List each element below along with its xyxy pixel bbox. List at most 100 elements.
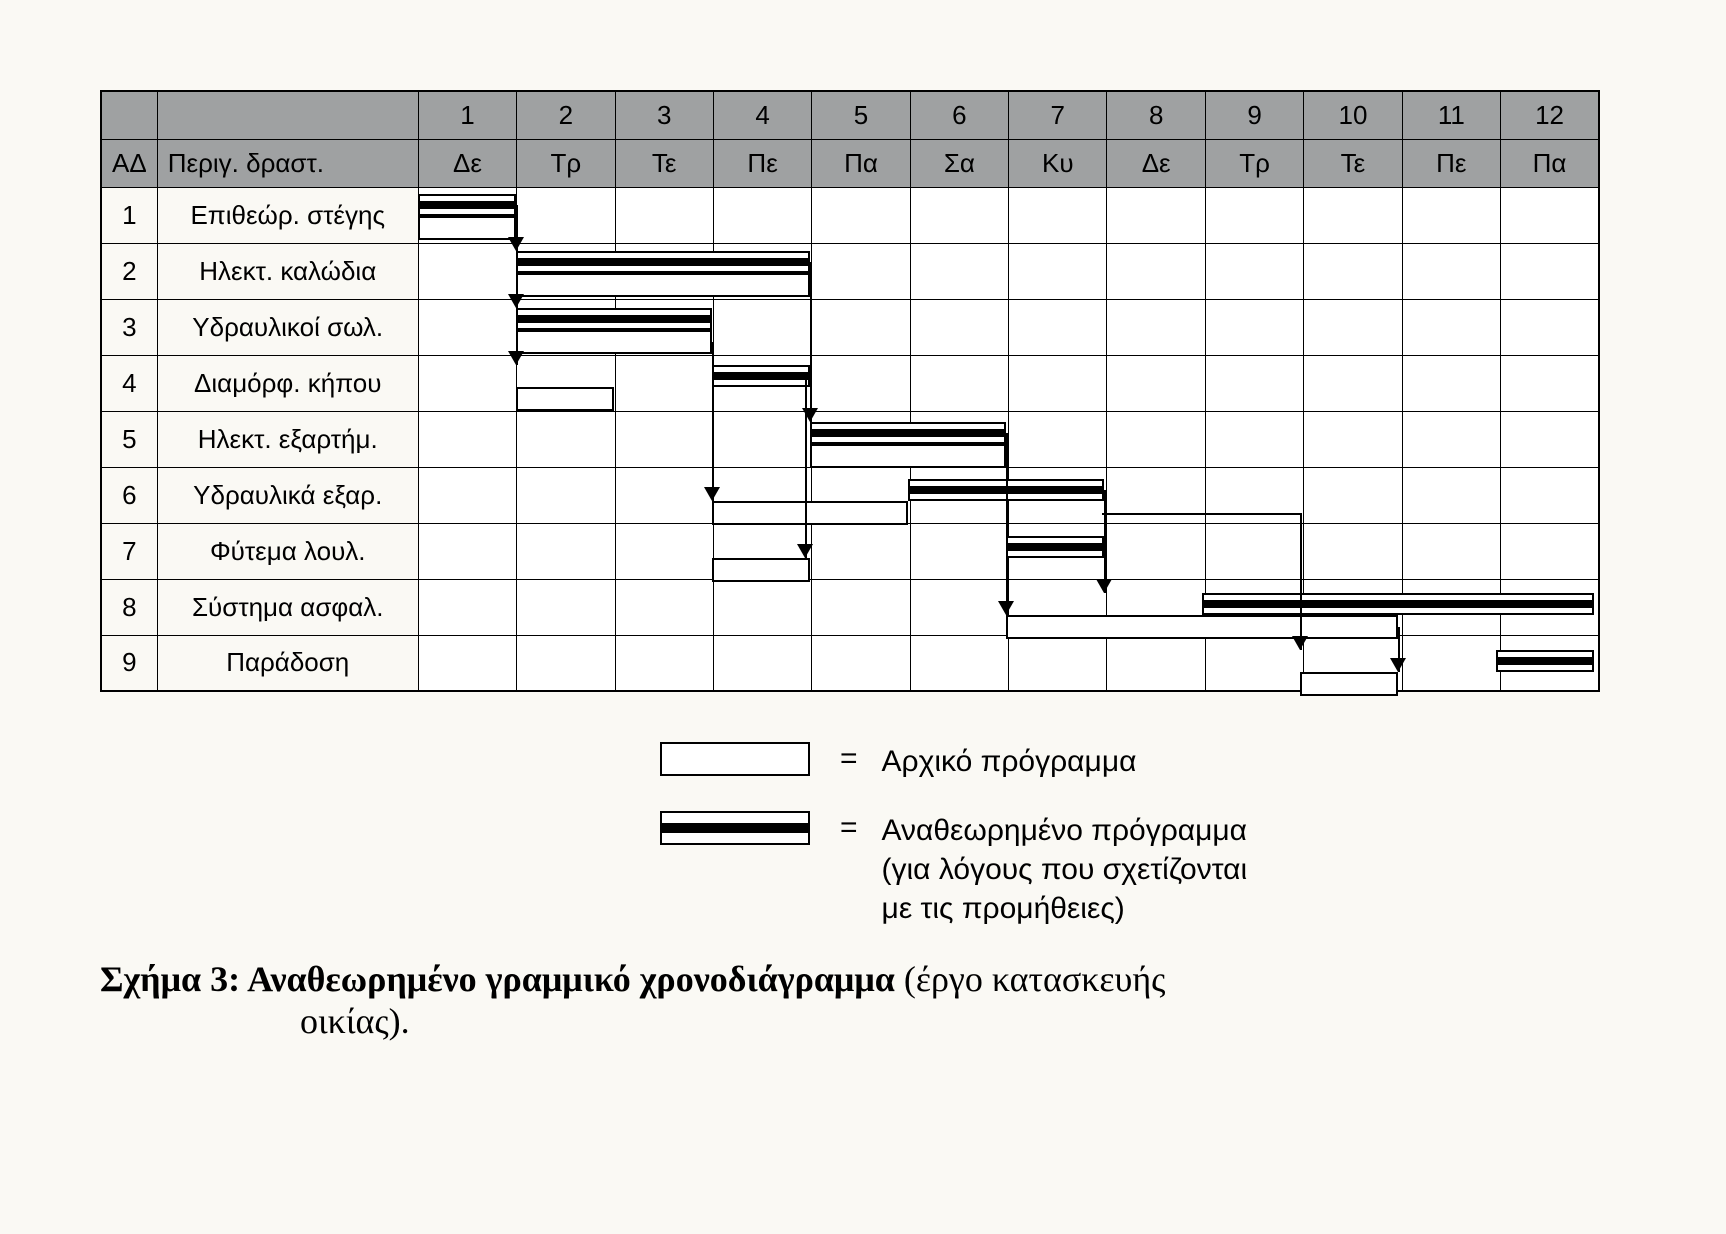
row-id: 9: [101, 635, 157, 691]
gantt-cell: [1009, 299, 1107, 355]
gantt-cell: [1501, 411, 1599, 467]
day-num: 2: [517, 91, 615, 139]
gantt-cell: [812, 299, 910, 355]
gantt-cell: [1402, 467, 1500, 523]
gantt-cell: [812, 411, 910, 467]
gantt-cell: [1107, 579, 1205, 635]
gantt-cell: [812, 187, 910, 243]
row-id: 3: [101, 299, 157, 355]
gantt-cell: [418, 635, 516, 691]
legend-original: = Αρχικό πρόγραμμα: [660, 742, 1626, 781]
gantt-cell: [1402, 355, 1500, 411]
header-row-numbers: 1 2 3 4 5 6 7 8 9 10 11 12: [101, 91, 1599, 139]
table-row: 3Υδραυλικοί σωλ.: [101, 299, 1599, 355]
gantt-cell: [615, 579, 713, 635]
gantt-cell: [812, 523, 910, 579]
row-id: 2: [101, 243, 157, 299]
gantt-cell: [418, 243, 516, 299]
gantt-cell: [517, 411, 615, 467]
gantt-cell: [910, 523, 1008, 579]
caption-rest: (έργο κατασκευής: [904, 959, 1166, 999]
gantt-cell: [1009, 467, 1107, 523]
gantt-cell: [910, 579, 1008, 635]
gantt-cell: [1107, 299, 1205, 355]
gantt-cell: [1501, 467, 1599, 523]
gantt-cell: [517, 243, 615, 299]
legend-revised-line3: με τις προμήθειες): [882, 892, 1125, 925]
gantt-cell: [812, 635, 910, 691]
header-row-daynames: ΑΔ Περιγ. δραστ. Δε Τρ Τε Πε Πα Σα Κυ Δε…: [101, 139, 1599, 187]
gantt-cell: [517, 187, 615, 243]
caption-lead: Σχήμα 3: Αναθεωρημένο γραμμικό χρονοδιάγ…: [100, 959, 904, 999]
table-row: 2Ηλεκτ. καλώδια: [101, 243, 1599, 299]
gantt-cell: [910, 411, 1008, 467]
gantt-cell: [1501, 187, 1599, 243]
legend-revised-text: Αναθεωρημένο πρόγραμμα (για λόγους που σ…: [882, 811, 1248, 928]
gantt-cell: [713, 411, 811, 467]
gantt-cell: [615, 299, 713, 355]
gantt-cell: [1107, 411, 1205, 467]
gantt-cell: [615, 635, 713, 691]
day-name: Κυ: [1009, 139, 1107, 187]
legend: = Αρχικό πρόγραμμα = Αναθεωρημένο πρόγρα…: [660, 742, 1626, 928]
gantt-cell: [812, 243, 910, 299]
gantt-cell: [1304, 579, 1402, 635]
row-desc: Σύστημα ασφαλ.: [157, 579, 418, 635]
gantt-cell: [1009, 635, 1107, 691]
day-name: Τρ: [517, 139, 615, 187]
gantt-cell: [713, 467, 811, 523]
day-num: 9: [1205, 91, 1303, 139]
row-id: 4: [101, 355, 157, 411]
col-id-label: ΑΔ: [101, 139, 157, 187]
gantt-cell: [1107, 635, 1205, 691]
gantt-cell: [517, 579, 615, 635]
gantt-cell: [713, 299, 811, 355]
table-row: 7Φύτεμα λουλ.: [101, 523, 1599, 579]
gantt-cell: [1501, 579, 1599, 635]
gantt-cell: [1501, 243, 1599, 299]
gantt-cell: [1205, 411, 1303, 467]
gantt-cell: [1304, 299, 1402, 355]
gantt-cell: [1107, 187, 1205, 243]
gantt-cell: [1009, 523, 1107, 579]
gantt-cell: [1304, 187, 1402, 243]
day-name: Τε: [615, 139, 713, 187]
gantt-cell: [1402, 635, 1500, 691]
gantt-cell: [1107, 467, 1205, 523]
gantt-cell: [1009, 187, 1107, 243]
gantt-cell: [812, 579, 910, 635]
day-num: 5: [812, 91, 910, 139]
gantt-cell: [418, 355, 516, 411]
gantt-cell: [418, 523, 516, 579]
gantt-cell: [910, 243, 1008, 299]
gantt-cell: [1402, 299, 1500, 355]
gantt-cell: [1501, 355, 1599, 411]
legend-equals: =: [840, 742, 858, 776]
gantt-cell: [418, 299, 516, 355]
row-id: 7: [101, 523, 157, 579]
day-num: 1: [418, 91, 516, 139]
day-num: 10: [1304, 91, 1402, 139]
table-row: 4Διαμόρφ. κήπου: [101, 355, 1599, 411]
legend-original-text: Αρχικό πρόγραμμα: [882, 742, 1137, 781]
gantt-table: 1 2 3 4 5 6 7 8 9 10 11 12 ΑΔ Περιγ. δρα…: [100, 90, 1600, 692]
day-name: Πα: [812, 139, 910, 187]
row-desc: Υδραυλικά εξαρ.: [157, 467, 418, 523]
gantt-cell: [1402, 243, 1500, 299]
legend-swatch-revised: [660, 811, 810, 845]
gantt-cell: [517, 635, 615, 691]
gantt-cell: [1402, 411, 1500, 467]
row-desc: Φύτεμα λουλ.: [157, 523, 418, 579]
gantt-cell: [517, 467, 615, 523]
gantt-cell: [615, 355, 713, 411]
gantt-cell: [517, 355, 615, 411]
row-id: 5: [101, 411, 157, 467]
caption-rest2: οικίας).: [300, 1000, 1626, 1042]
gantt-cell: [1304, 635, 1402, 691]
legend-revised-line1: Αναθεωρημένο πρόγραμμα: [882, 814, 1248, 847]
table-row: 5Ηλεκτ. εξαρτήμ.: [101, 411, 1599, 467]
day-num: 12: [1501, 91, 1599, 139]
gantt-cell: [812, 467, 910, 523]
gantt-cell: [1107, 243, 1205, 299]
row-id: 1: [101, 187, 157, 243]
